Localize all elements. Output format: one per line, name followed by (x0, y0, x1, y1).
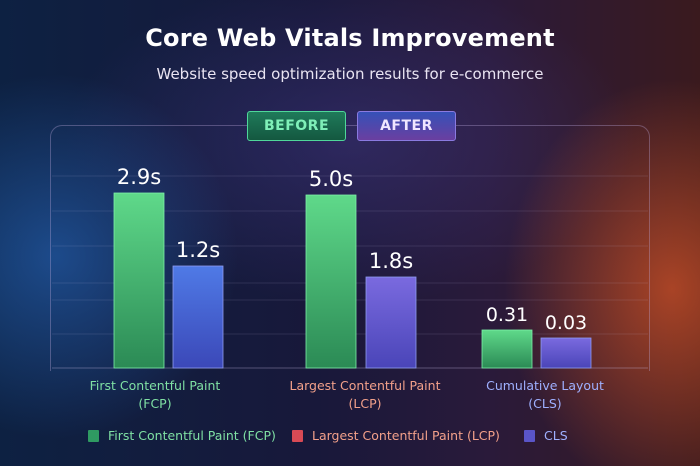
data-label-after-1: 1.8s (369, 249, 413, 273)
chart-frame (50, 125, 650, 371)
category-label-lcp-line2: (LCP) (348, 396, 382, 411)
category-label-fcp: First Contentful Paint (FCP) (70, 377, 240, 413)
legend-swatch-cls (524, 429, 535, 442)
legend-item-lcp: Largest Contentful Paint (LCP) (292, 428, 500, 443)
legend-swatch-lcp (292, 429, 303, 442)
data-label-after-0: 1.2s (176, 238, 220, 262)
chart-title: Core Web Vitals Improvement (145, 24, 555, 52)
chart-subtitle: Website speed optimization results for e… (156, 65, 544, 83)
before-toggle-button[interactable]: BEFORE (247, 111, 346, 141)
legend-item-cls: CLS (524, 428, 568, 443)
after-toggle-button[interactable]: AFTER (357, 111, 456, 141)
data-label-before-0: 2.9s (117, 165, 161, 189)
bar-before-1 (305, 194, 357, 369)
category-label-cls-line1: Cumulative Layout (486, 378, 604, 393)
bar-after-2 (540, 337, 592, 369)
category-label-fcp-line2: (FCP) (138, 396, 172, 411)
bar-before-0 (113, 192, 165, 369)
data-label-before-1: 5.0s (309, 167, 353, 191)
bar-after-1 (365, 276, 417, 369)
category-label-cls-line2: (CLS) (528, 396, 562, 411)
legend-swatch-fcp (88, 429, 99, 442)
data-label-after-2: 0.03 (545, 312, 587, 334)
legend-label-cls: CLS (544, 428, 568, 443)
data-label-before-2: 0.31 (486, 304, 528, 326)
category-label-cls: Cumulative Layout (CLS) (460, 377, 630, 413)
bar-after-0 (172, 265, 224, 369)
category-label-lcp: Largest Contentful Paint (LCP) (280, 377, 450, 413)
bar-before-2 (481, 329, 533, 369)
legend-label-lcp: Largest Contentful Paint (LCP) (312, 428, 500, 443)
legend-label-fcp: First Contentful Paint (FCP) (108, 428, 276, 443)
category-label-lcp-line1: Largest Contentful Paint (289, 378, 441, 393)
category-label-fcp-line1: First Contentful Paint (89, 378, 221, 393)
legend-item-fcp: First Contentful Paint (FCP) (88, 428, 276, 443)
